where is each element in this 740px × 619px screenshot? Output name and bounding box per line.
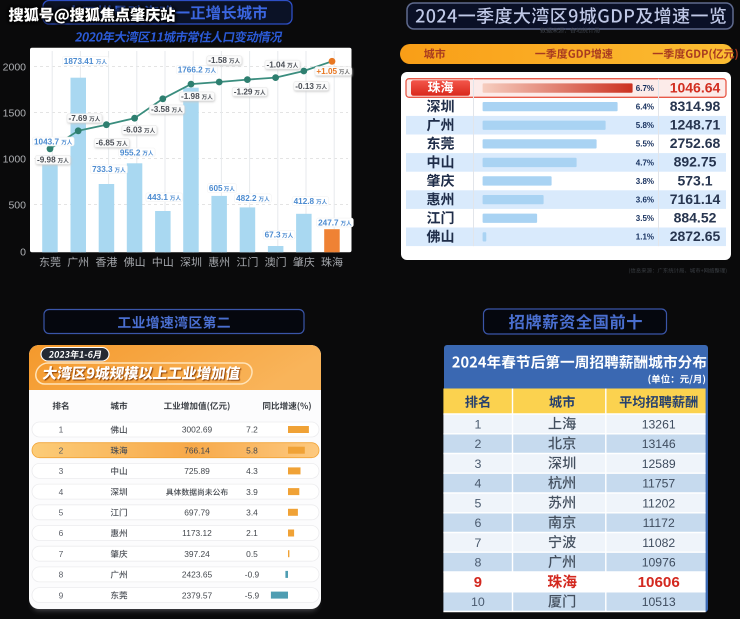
svg-text:2: 2 <box>59 445 64 455</box>
svg-text:-3.58: -3.58 <box>151 105 170 114</box>
svg-text:1046.64: 1046.64 <box>670 79 721 95</box>
svg-text:-0.13: -0.13 <box>295 82 314 91</box>
svg-text:733.3: 733.3 <box>92 165 113 174</box>
svg-text:10606: 10606 <box>638 574 680 591</box>
svg-text:12589: 12589 <box>642 457 676 471</box>
svg-text:1: 1 <box>59 425 64 435</box>
svg-text:3.9: 3.9 <box>246 487 258 497</box>
svg-text:10513: 10513 <box>642 595 676 609</box>
svg-text:6: 6 <box>474 516 481 530</box>
svg-text:5: 5 <box>59 508 64 518</box>
svg-text:0.5: 0.5 <box>246 549 258 559</box>
svg-text:1: 1 <box>474 417 481 431</box>
svg-text:697.79: 697.79 <box>184 508 210 518</box>
svg-text:1248.71: 1248.71 <box>670 117 721 133</box>
svg-text:13261: 13261 <box>642 417 676 431</box>
svg-text:10976: 10976 <box>642 556 676 570</box>
svg-text:4: 4 <box>59 487 64 497</box>
svg-text:5.8: 5.8 <box>246 445 258 455</box>
svg-text:11172: 11172 <box>643 516 675 530</box>
svg-text:412.8: 412.8 <box>294 197 315 206</box>
svg-text:7: 7 <box>59 549 64 559</box>
svg-text:-9.98: -9.98 <box>37 156 56 165</box>
svg-text:2423.65: 2423.65 <box>182 570 213 580</box>
svg-text:5.8%: 5.8% <box>636 121 654 130</box>
svg-text:766.14: 766.14 <box>184 445 210 455</box>
svg-text:4: 4 <box>474 477 481 491</box>
svg-text:5.5%: 5.5% <box>636 140 654 149</box>
svg-text:13146: 13146 <box>642 437 676 451</box>
svg-text:1000: 1000 <box>3 153 27 165</box>
svg-text:2.1: 2.1 <box>246 528 258 538</box>
svg-text:9: 9 <box>474 575 482 591</box>
svg-text:397.24: 397.24 <box>184 549 210 559</box>
svg-text:247.7: 247.7 <box>318 218 339 227</box>
svg-text:3.4: 3.4 <box>246 508 258 518</box>
svg-text:9: 9 <box>59 590 64 600</box>
svg-text:-1.98: -1.98 <box>181 92 200 101</box>
svg-text:7: 7 <box>474 536 481 550</box>
svg-text:6.7%: 6.7% <box>636 84 654 93</box>
svg-text:1043.7: 1043.7 <box>34 137 59 146</box>
svg-text:4.7%: 4.7% <box>636 158 654 167</box>
svg-text:2872.65: 2872.65 <box>670 228 721 244</box>
svg-text:-1.58: -1.58 <box>208 56 227 65</box>
svg-text:-5.9: -5.9 <box>245 590 260 600</box>
svg-text:7.2: 7.2 <box>246 425 258 435</box>
svg-text:2000: 2000 <box>3 61 27 73</box>
svg-text:500: 500 <box>8 199 26 211</box>
svg-text:3: 3 <box>474 457 481 471</box>
svg-text:0: 0 <box>20 247 26 259</box>
svg-text:11757: 11757 <box>642 477 675 491</box>
svg-text:1766.2: 1766.2 <box>178 66 203 75</box>
svg-text:8: 8 <box>59 570 64 580</box>
svg-text:-0.9: -0.9 <box>245 570 260 580</box>
svg-text:-7.69: -7.69 <box>69 114 88 123</box>
svg-text:1500: 1500 <box>3 107 27 119</box>
svg-text:573.1: 573.1 <box>677 172 712 188</box>
svg-text:2379.57: 2379.57 <box>182 590 213 600</box>
svg-text:3.6%: 3.6% <box>636 196 654 205</box>
svg-text:11082: 11082 <box>642 536 675 550</box>
svg-text:6: 6 <box>59 528 64 538</box>
svg-text:1173.12: 1173.12 <box>182 528 212 538</box>
svg-text:1.1%: 1.1% <box>636 233 654 242</box>
svg-text:3.8%: 3.8% <box>636 177 654 186</box>
svg-text:67.3: 67.3 <box>265 231 281 240</box>
svg-text:725.89: 725.89 <box>184 466 210 476</box>
svg-text:3002.69: 3002.69 <box>182 425 213 435</box>
svg-text:4.3: 4.3 <box>246 466 258 476</box>
svg-text:482.2: 482.2 <box>236 194 257 203</box>
svg-text:8314.98: 8314.98 <box>670 98 721 114</box>
svg-text:3.5%: 3.5% <box>636 214 654 223</box>
svg-text:1873.41: 1873.41 <box>64 57 94 66</box>
svg-text:10: 10 <box>471 595 485 609</box>
svg-text:-1.29: -1.29 <box>234 88 253 97</box>
svg-text:+1.05: +1.05 <box>316 67 337 76</box>
svg-text:884.52: 884.52 <box>674 210 717 226</box>
svg-text:2752.68: 2752.68 <box>670 135 721 151</box>
svg-text:955.2: 955.2 <box>120 148 141 157</box>
svg-text:892.75: 892.75 <box>674 154 717 170</box>
svg-text:6.4%: 6.4% <box>636 103 654 112</box>
svg-text:8: 8 <box>474 556 481 570</box>
svg-text:605: 605 <box>209 184 223 193</box>
svg-text:-6.85: -6.85 <box>96 139 115 148</box>
svg-text:5: 5 <box>474 496 481 510</box>
svg-text:-1.04: -1.04 <box>267 61 286 70</box>
svg-text:2: 2 <box>474 437 481 451</box>
svg-text:3: 3 <box>59 466 64 476</box>
svg-text:443.1: 443.1 <box>147 193 168 202</box>
svg-text:-6.03: -6.03 <box>123 126 142 135</box>
svg-text:7161.14: 7161.14 <box>670 191 721 207</box>
svg-text:11202: 11202 <box>642 496 675 510</box>
